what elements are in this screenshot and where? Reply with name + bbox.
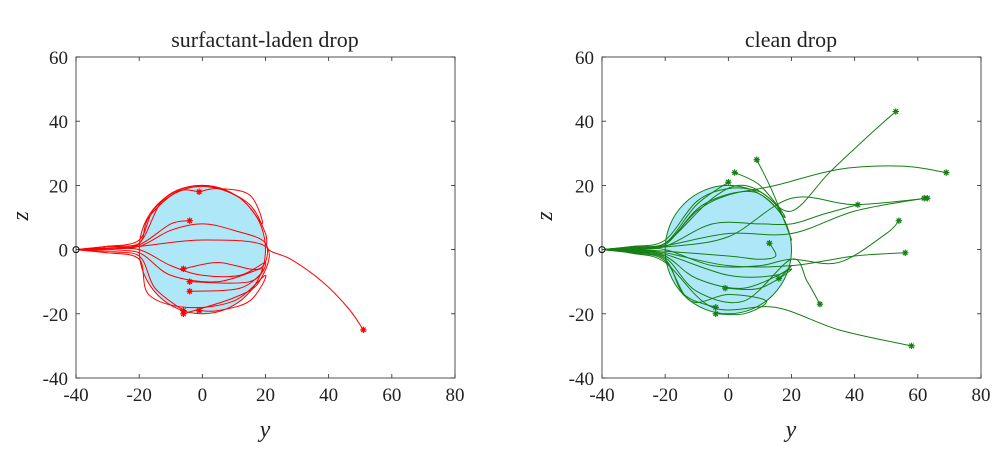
x-tick-label: 40 xyxy=(845,385,864,406)
endpoint-marker xyxy=(186,217,193,224)
axes-frame xyxy=(601,56,982,379)
y-axis-label: z xyxy=(8,211,34,222)
x-tick-label: -20 xyxy=(127,385,152,406)
trajectory-line xyxy=(75,184,264,251)
endpoint-marker xyxy=(895,217,903,224)
endpoint-marker xyxy=(902,249,909,257)
x-tick-label: 80 xyxy=(446,385,465,406)
y-axis-label: z xyxy=(532,211,558,222)
y-tick-label: 40 xyxy=(575,112,594,133)
endpoint-marker xyxy=(195,307,203,314)
endpoint-marker xyxy=(195,188,203,196)
endpoint-marker xyxy=(180,310,187,317)
x-tick-label: 80 xyxy=(972,385,991,406)
trajectory-line xyxy=(75,220,190,251)
x-tick-label: -20 xyxy=(653,385,678,406)
trajectory-line xyxy=(601,249,821,305)
trajectory-line xyxy=(75,185,364,331)
endpoint-marker xyxy=(854,201,862,208)
axes-surfactant-laden-drop: surfactant-laden drop y z -40 -20 0 20 40 60 8… xyxy=(8,27,465,443)
x-tick-label: 20 xyxy=(782,385,801,406)
x-tick-label: 60 xyxy=(382,385,401,406)
trajectory-line xyxy=(601,111,897,251)
chart-title: surfactant-laden drop xyxy=(171,27,359,52)
trajectory-line xyxy=(601,165,947,251)
y-tick-label: 20 xyxy=(49,176,68,197)
trajectory-line xyxy=(601,242,777,260)
x-tick-label: 0 xyxy=(198,385,208,406)
trajectory-line xyxy=(601,249,767,316)
endpoint-marker xyxy=(180,307,187,314)
trajectory-line xyxy=(75,239,270,315)
endpoint-marker xyxy=(186,278,193,285)
endpoint-marker xyxy=(753,156,760,163)
axes-clean-drop: clean drop y z -40 -20 0 20 40 60 80 -40 -20 0 20 4… xyxy=(532,27,991,443)
endpoint-marker xyxy=(186,288,193,295)
endpoint-marker xyxy=(712,304,719,311)
endpoint-marker xyxy=(924,195,931,202)
x-tick-label: 40 xyxy=(319,385,338,406)
endpoint-marker xyxy=(892,108,899,115)
x-axis-label: y xyxy=(258,417,271,443)
y-tick-label: -40 xyxy=(569,369,594,390)
axes-frame xyxy=(75,56,456,379)
endpoint-marker xyxy=(943,169,950,176)
plot-area xyxy=(598,108,950,350)
y-tick-label: 60 xyxy=(575,48,594,69)
endpoint-marker xyxy=(725,178,732,186)
y-tick-label: 60 xyxy=(49,48,68,69)
endpoint-marker xyxy=(908,342,915,350)
y-tick-label: 0 xyxy=(585,241,595,262)
x-tick-label: -40 xyxy=(63,385,88,406)
plot-area xyxy=(72,184,367,334)
y-tick-label: -20 xyxy=(569,305,594,326)
endpoint-marker xyxy=(731,169,738,176)
y-tick-label: 20 xyxy=(575,176,594,197)
x-axis-label: y xyxy=(784,417,797,443)
endpoint-marker xyxy=(775,275,783,282)
endpoint-marker xyxy=(721,284,729,292)
endpoint-marker xyxy=(180,265,187,273)
endpoint-marker xyxy=(766,239,773,247)
trajectory-line xyxy=(601,220,900,268)
x-tick-label: 0 xyxy=(724,385,734,406)
x-tick-label: 20 xyxy=(256,385,275,406)
trajectory-line xyxy=(601,249,906,268)
trajectory-line xyxy=(601,249,793,279)
endpoint-marker xyxy=(712,310,719,317)
y-tick-label: 40 xyxy=(49,112,68,133)
trajectory-line xyxy=(601,197,925,251)
trajectory-line xyxy=(75,249,267,312)
trajectory-line xyxy=(75,249,264,292)
y-tick-label: 0 xyxy=(59,241,69,262)
chart-title: clean drop xyxy=(745,27,837,52)
endpoint-marker xyxy=(360,326,367,334)
y-tick-label: -40 xyxy=(43,369,68,390)
y-tick-label: -20 xyxy=(43,305,68,326)
endpoint-marker xyxy=(816,300,824,308)
x-tick-label: -40 xyxy=(589,385,614,406)
x-tick-label: 60 xyxy=(908,385,927,406)
